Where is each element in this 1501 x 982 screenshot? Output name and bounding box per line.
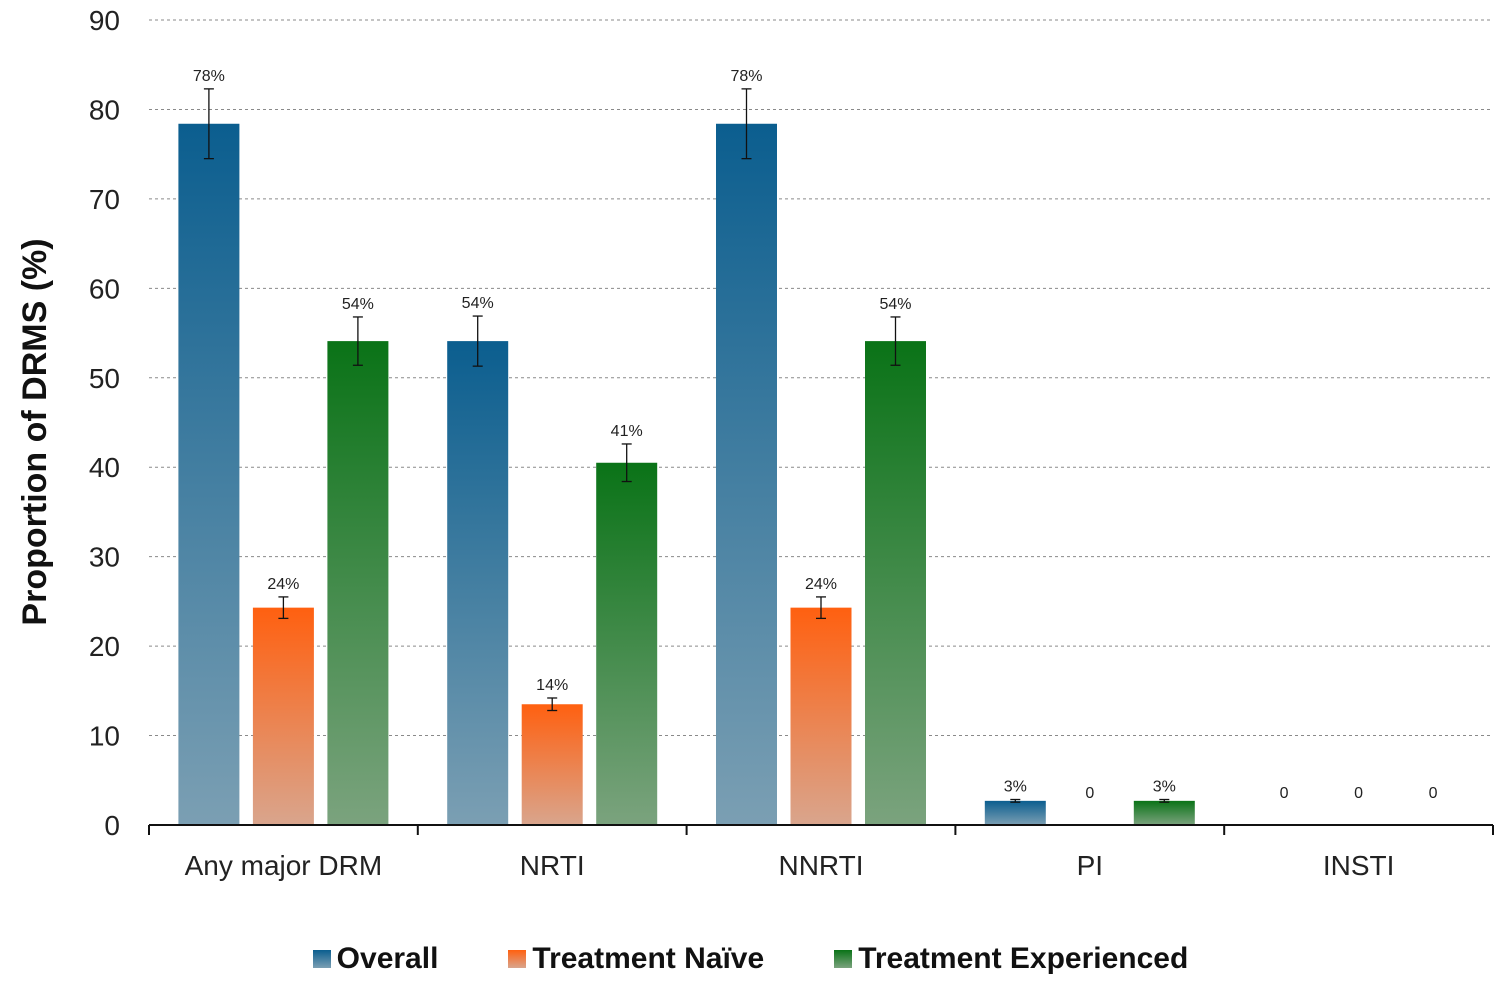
legend-label-treatment-naive: Treatment Naïve [532, 942, 765, 975]
bar-overall-any-major-drm [178, 123, 240, 825]
data-label-treatment-experienced-nrti: 41% [611, 423, 643, 440]
legend: Overall Treatment Naïve Treatment Experi… [0, 936, 1501, 982]
bar-treatment-experienced-pi [1133, 800, 1195, 825]
category-labels: Any major DRM NRTI NNRTI PI INSTI [185, 850, 1395, 881]
data-label-overall-any-major-drm: 78% [193, 68, 225, 85]
error-bar-treatment-experienced-pi [1159, 798, 1170, 803]
data-label-treatment-experienced-pi: 3% [1153, 779, 1176, 796]
y-tick-label-60: 60 [89, 273, 120, 304]
data-label-treatment-experienced-insti: 0 [1429, 785, 1438, 802]
category-label-insti: INSTI [1323, 850, 1395, 881]
data-label-overall-insti: 0 [1280, 785, 1289, 802]
y-tick-label-40: 40 [89, 452, 120, 483]
bar-overall-pi [984, 800, 1046, 825]
data-label-treatment-naive-any-major-drm: 24% [267, 576, 299, 593]
category-label-nrti: NRTI [520, 850, 585, 881]
y-tick-label-0: 0 [104, 810, 120, 841]
y-tick-label-30: 30 [89, 542, 120, 573]
y-tick-label-90: 90 [89, 5, 120, 36]
category-label-any-major-drm: Any major DRM [185, 850, 383, 881]
error-bar-treatment-naive-any-major-drm [278, 596, 289, 620]
y-axis-ticks: 0 10 20 30 40 50 60 70 80 90 [89, 5, 120, 841]
error-bars [203, 88, 1170, 803]
y-tick-label-70: 70 [89, 184, 120, 215]
bar-treatment-experienced-nrti [596, 462, 658, 825]
y-tick-label-50: 50 [89, 363, 120, 394]
error-bar-treatment-naive-nnrti [816, 596, 826, 620]
bar-treatment-naive-nnrti [790, 607, 852, 825]
data-label-overall-nrti: 54% [462, 295, 494, 312]
data-label-treatment-naive-nrti: 14% [536, 677, 568, 694]
y-axis-title: Proportion of DRMS (%) [16, 238, 54, 625]
legend-swatch-overall [312, 950, 331, 968]
data-label-treatment-naive-pi: 0 [1085, 785, 1094, 802]
data-label-treatment-naive-insti: 0 [1354, 785, 1363, 802]
bar-overall-nnrti [716, 123, 777, 825]
error-bar-overall-any-major-drm [203, 88, 214, 160]
legend-item-treatment-experienced: Treatment Experienced [834, 942, 1188, 976]
bar-treatment-naive-any-major-drm [252, 607, 314, 825]
legend-item-overall: Overall [312, 942, 439, 976]
legend-item-treatment-naive: Treatment Naïve [508, 942, 764, 976]
y-tick-label-10: 10 [89, 721, 120, 752]
data-label-treatment-naive-nnrti: 24% [805, 576, 837, 593]
data-labels: 78% 24% 54% 54% 14% 41% 78% 24% 54% 3% 0 3% 0 0 0 [193, 68, 1438, 802]
legend-label-treatment-experienced: Treatment Experienced [858, 942, 1189, 975]
data-label-treatment-experienced-nnrti: 54% [879, 296, 911, 313]
bars [178, 123, 1195, 825]
bar-treatment-naive-nrti [521, 704, 583, 825]
error-bar-overall-pi [1010, 798, 1021, 803]
error-bar-treatment-experienced-nnrti [890, 316, 901, 366]
data-label-treatment-experienced-any-major-drm: 54% [342, 296, 374, 313]
error-bar-treatment-experienced-any-major-drm [352, 316, 363, 366]
bar-treatment-experienced-any-major-drm [327, 341, 389, 825]
y-tick-label-80: 80 [89, 94, 120, 125]
data-label-overall-nnrti: 78% [730, 68, 762, 85]
bar-treatment-experienced-nnrti [865, 341, 926, 825]
legend-swatch-treatment-naive [508, 950, 527, 968]
data-label-overall-pi: 3% [1004, 779, 1027, 796]
legend-swatch-treatment-experienced [834, 950, 853, 968]
error-bar-treatment-experienced-nrti [621, 443, 632, 483]
category-label-nnrti: NNRTI [778, 850, 863, 881]
error-bar-overall-nrti [472, 315, 483, 367]
error-bar-treatment-naive-nrti [547, 697, 558, 712]
bar-overall-nrti [447, 341, 509, 825]
y-tick-label-20: 20 [89, 631, 120, 662]
category-label-pi: PI [1077, 850, 1103, 881]
error-bar-overall-nnrti [741, 88, 752, 160]
x-axis [148, 824, 1494, 835]
legend-label-overall: Overall [336, 942, 439, 975]
